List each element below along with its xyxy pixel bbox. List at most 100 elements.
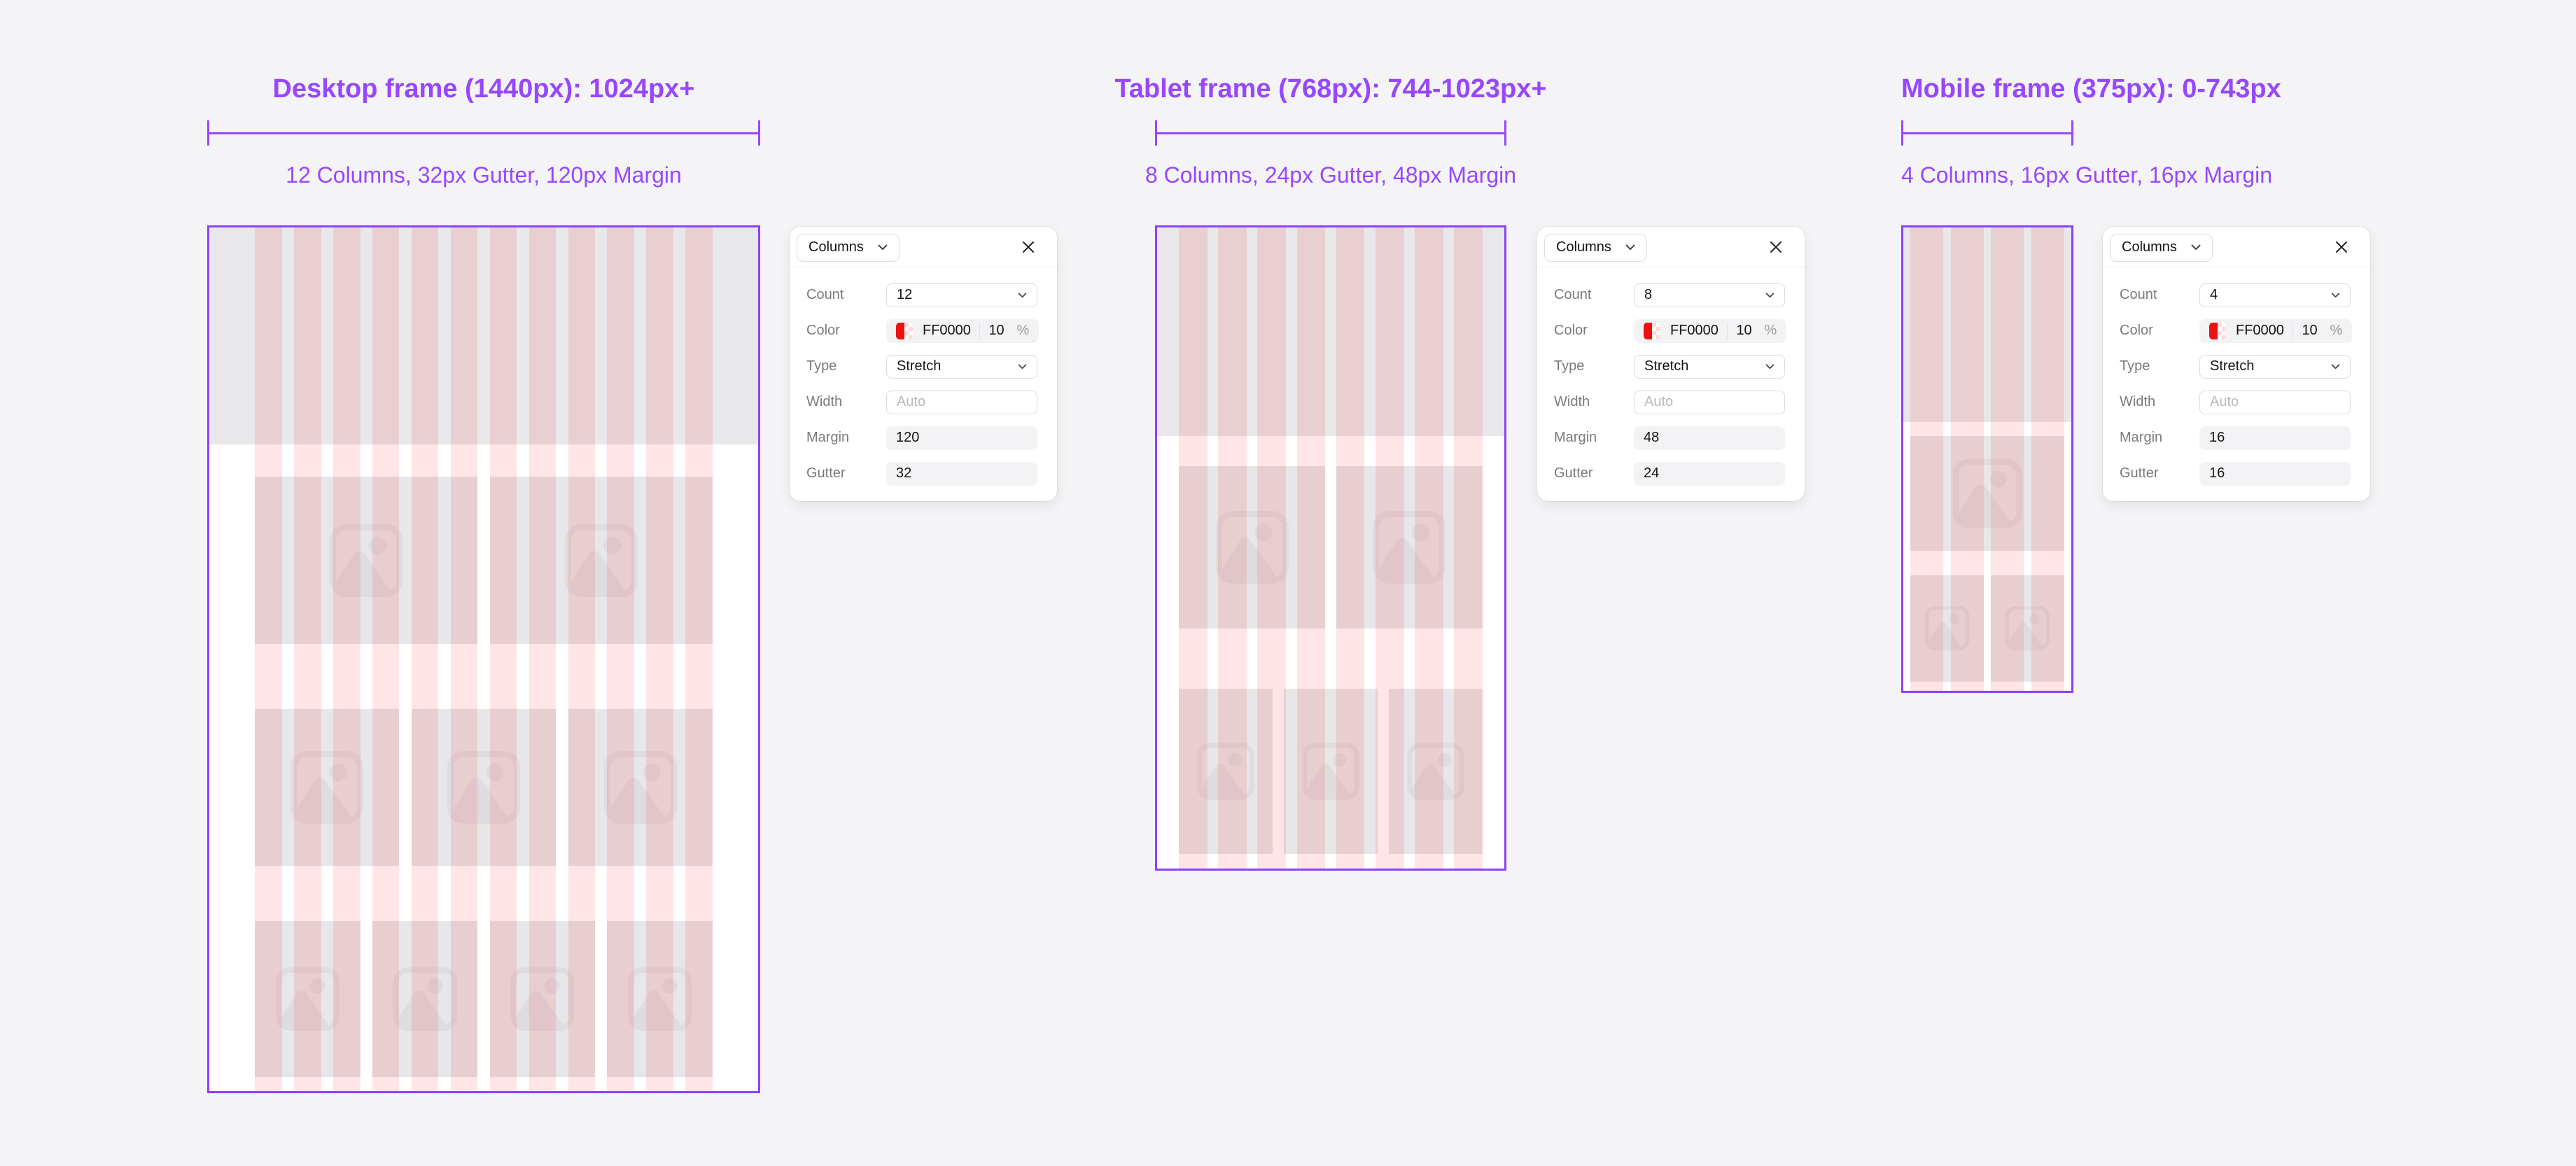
- width-row: Width Auto: [1554, 384, 1785, 420]
- margin-value: 120: [896, 430, 920, 445]
- gutter-input[interactable]: 16: [2199, 461, 2351, 486]
- type-select[interactable]: Stretch: [1634, 354, 1785, 379]
- content-card: [1991, 575, 2064, 682]
- grid-column-overlay: [1257, 227, 1287, 869]
- chevron-down-icon: [2191, 244, 2201, 250]
- margin-label: Margin: [1554, 430, 1597, 445]
- count-select[interactable]: 4: [2199, 283, 2351, 307]
- type-row: Type Stretch: [2120, 349, 2351, 384]
- grid-column-overlay: [1950, 227, 1984, 691]
- chevron-down-icon: [1625, 244, 1635, 250]
- grid-column-overlay: [333, 227, 360, 1091]
- margin-row: Margin 16: [2120, 420, 2351, 456]
- grid-column-overlay: [646, 227, 673, 1091]
- close-button[interactable]: [2332, 238, 2351, 256]
- grid-type-dropdown[interactable]: Columns: [797, 233, 899, 262]
- color-row: Color FF0000 10 %: [2120, 313, 2353, 349]
- gutter-input[interactable]: 32: [886, 461, 1037, 486]
- bracket-line: [207, 132, 760, 134]
- grid-column-overlay: [489, 227, 517, 1091]
- grid-column-overlay: [1218, 227, 1247, 869]
- content-card: [568, 708, 713, 866]
- content-card: [489, 477, 713, 645]
- margin-value: 16: [2209, 430, 2225, 445]
- margin-input[interactable]: 48: [1634, 426, 1785, 450]
- hero-block: [1157, 227, 1504, 437]
- width-placeholder: Auto: [1644, 394, 1674, 409]
- color-field[interactable]: FF0000 10 %: [886, 318, 1040, 343]
- type-select[interactable]: Stretch: [886, 354, 1037, 379]
- color-opacity-value: 10: [988, 323, 1004, 338]
- grid-column-overlay: [1415, 227, 1443, 869]
- columns-panel-desktop: Columns Count 12 Color FF0000: [790, 227, 1057, 501]
- gutter-row: Gutter 24: [1554, 456, 1785, 491]
- type-row: Type Stretch: [1554, 349, 1785, 384]
- close-button[interactable]: [1019, 238, 1037, 256]
- grid-column-overlay: [1910, 227, 1944, 691]
- count-value: 4: [2210, 287, 2218, 302]
- gutter-value: 16: [2209, 465, 2225, 481]
- grid-column-overlay: [294, 227, 321, 1091]
- field-divider: [2292, 322, 2294, 339]
- grid-column-overlay: [2031, 227, 2064, 691]
- grid-type-dropdown[interactable]: Columns: [2110, 233, 2213, 262]
- color-opacity-value: 10: [1736, 323, 1752, 338]
- grid-column-overlay: [1296, 227, 1326, 869]
- margin-label: Margin: [806, 430, 850, 445]
- grid-type-label: Columns: [2122, 239, 2177, 255]
- hero-block: [1903, 227, 2071, 423]
- grid-column-overlay: [1336, 227, 1365, 869]
- columns-panel-tablet: Columns Count 8 Color FF0000: [1537, 227, 1805, 501]
- count-value: 8: [1644, 287, 1653, 302]
- margin-input[interactable]: 16: [2199, 426, 2351, 450]
- color-hex-value: FF0000: [1670, 323, 1718, 338]
- columns-panel-mobile: Columns Count 4 Color FF0000: [2103, 227, 2370, 501]
- desktop-section-title: Desktop frame (1440px): 1024px+: [272, 74, 695, 104]
- grid-column-overlay: [450, 227, 478, 1091]
- tablet-frame[interactable]: [1155, 225, 1506, 871]
- content-card: [255, 921, 360, 1078]
- color-field[interactable]: FF0000 10 %: [2199, 318, 2353, 343]
- panel-header: Columns: [790, 227, 1057, 267]
- color-field[interactable]: FF0000 10 %: [1634, 318, 1787, 343]
- count-select[interactable]: 12: [886, 283, 1037, 307]
- panel-header: Columns: [1537, 227, 1805, 267]
- gutter-input[interactable]: 24: [1634, 461, 1785, 486]
- gutter-row: Gutter 16: [2120, 456, 2351, 491]
- color-opacity-value: 10: [2302, 323, 2318, 338]
- width-input[interactable]: Auto: [1634, 390, 1785, 414]
- tablet-grid-spec: 8 Columns, 24px Gutter, 48px Margin: [1144, 162, 1517, 188]
- count-label: Count: [1554, 287, 1592, 302]
- count-label: Count: [806, 287, 844, 302]
- grid-column-overlay: [1991, 227, 2024, 691]
- grid-column-overlay: [1454, 227, 1483, 869]
- gutter-value: 24: [1644, 465, 1660, 481]
- count-select[interactable]: 8: [1634, 283, 1785, 307]
- content-card: [1910, 436, 2064, 551]
- chevron-down-icon: [1765, 363, 1774, 369]
- grid-type-label: Columns: [808, 239, 864, 255]
- width-input[interactable]: Auto: [886, 390, 1037, 414]
- type-select[interactable]: Stretch: [2199, 354, 2351, 379]
- tablet-section-title: Tablet frame (768px): 744-1023px+: [1114, 74, 1547, 104]
- chevron-down-icon: [1018, 363, 1027, 369]
- tablet-width-bracket: [1155, 120, 1506, 146]
- desktop-frame[interactable]: [207, 225, 760, 1093]
- desktop-grid-spec: 12 Columns, 32px Gutter, 120px Margin: [286, 162, 682, 188]
- margin-input[interactable]: 120: [886, 426, 1037, 450]
- content-card: [607, 921, 713, 1078]
- type-label: Type: [1554, 358, 1585, 374]
- grid-type-dropdown[interactable]: Columns: [1544, 233, 1647, 262]
- type-label: Type: [806, 358, 837, 374]
- bracket-right-tick: [758, 120, 760, 146]
- grid-type-label: Columns: [1556, 239, 1611, 255]
- mobile-frame[interactable]: [1901, 225, 2073, 693]
- color-label: Color: [1554, 323, 1588, 338]
- close-button[interactable]: [1767, 238, 1785, 256]
- color-swatch: [1644, 322, 1660, 339]
- grid-column-overlay: [528, 227, 556, 1091]
- width-input[interactable]: Auto: [2199, 390, 2351, 414]
